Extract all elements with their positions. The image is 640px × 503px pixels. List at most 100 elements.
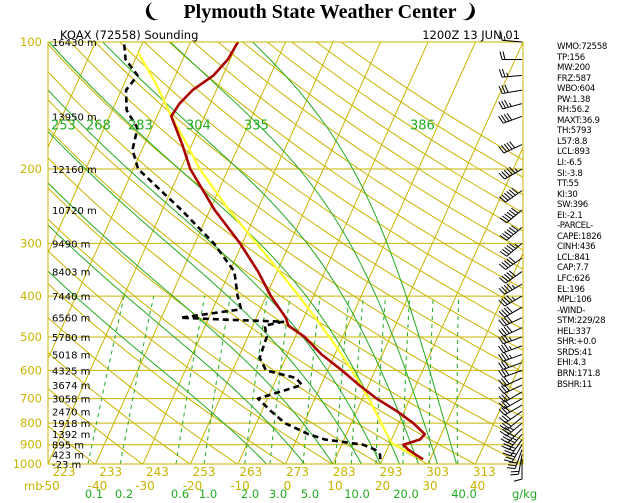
index-item: EHI:4.3 bbox=[557, 358, 586, 369]
index-item: LFC:626 bbox=[557, 274, 590, 285]
pressure-tick-label: 1000 bbox=[13, 457, 42, 471]
wind-barb bbox=[498, 343, 523, 354]
dry-adiabat-line bbox=[48, 351, 191, 464]
height-label: 1392 m bbox=[52, 430, 90, 441]
wind-barb bbox=[498, 391, 523, 403]
station-label: KOAX (72558) Sounding bbox=[60, 28, 198, 42]
pressure-tick-label: 200 bbox=[20, 162, 42, 176]
mixing-ratio-label: 5.0 bbox=[301, 487, 319, 501]
dry-adiabat-line bbox=[217, 42, 523, 251]
pressure-tick-label: 900 bbox=[20, 438, 42, 452]
dry-adiabat-line bbox=[242, 42, 523, 232]
wind-barb bbox=[498, 398, 523, 410]
wind-barb bbox=[499, 242, 523, 257]
pressure-tick-label: 800 bbox=[20, 416, 42, 430]
height-label: 3674 m bbox=[52, 381, 90, 392]
index-item: LCL:893 bbox=[557, 147, 590, 158]
wind-barb bbox=[498, 68, 523, 78]
dry-adiabat-line bbox=[48, 157, 476, 464]
index-item: SRDS:41 bbox=[557, 347, 593, 358]
index-item: L57:8.8 bbox=[557, 136, 588, 147]
axis-labels: KOAX (72558) Sounding 1200Z 13 JUN 01 10… bbox=[13, 28, 537, 501]
wind-barb bbox=[498, 360, 523, 370]
mixing-ratio-line bbox=[456, 296, 460, 464]
wind-barb bbox=[499, 51, 522, 60]
mixing-ratio-line bbox=[175, 296, 206, 464]
temperature-tick-label: -20 bbox=[183, 479, 203, 493]
dry-adiabat-line bbox=[193, 42, 523, 270]
index-item: WMO:72558 bbox=[557, 42, 608, 52]
temperature-tick-label: 40 bbox=[470, 479, 485, 493]
dry-adiabat-line bbox=[168, 42, 523, 290]
dry-adiabat-line bbox=[48, 425, 96, 464]
isotherm-line bbox=[475, 357, 523, 464]
dry-adiabat-line bbox=[143, 42, 523, 310]
mixing-ratio-line bbox=[203, 296, 231, 464]
height-label: 8403 m bbox=[52, 268, 90, 279]
dry-adiabat-line bbox=[48, 127, 523, 464]
mixing-ratio-label: 1.0 bbox=[199, 487, 217, 501]
moist-adiabat-line bbox=[48, 270, 267, 464]
dry-adiabat-line bbox=[70, 42, 523, 373]
mixing-ratio-line bbox=[302, 296, 321, 464]
height-label: 2470 m bbox=[52, 407, 90, 418]
wind-barbs bbox=[498, 32, 523, 482]
dry-adiabat-line bbox=[48, 250, 333, 464]
mixing-ratio-line bbox=[334, 296, 350, 464]
height-label: 5780 m bbox=[52, 333, 90, 344]
plot-frame bbox=[47, 41, 524, 465]
index-item: TH:5793 bbox=[557, 126, 592, 137]
mixing-ratio-line bbox=[244, 296, 268, 464]
theta-label: 273 bbox=[286, 465, 309, 479]
isotherm-line bbox=[48, 42, 191, 360]
height-label: 5018 m bbox=[52, 350, 90, 361]
isotherm-line bbox=[48, 42, 144, 255]
sounding-profiles bbox=[122, 42, 427, 461]
index-item: CAPE:1826 bbox=[557, 231, 602, 242]
mixing-ratio-line bbox=[428, 296, 434, 464]
mixing-ratio-line bbox=[269, 296, 291, 464]
isotherm-line bbox=[48, 42, 239, 464]
moist-adiabat-line bbox=[252, 42, 457, 464]
dewpoint-profile-line bbox=[122, 42, 382, 460]
mixing-ratio-label: 0.1 bbox=[85, 487, 103, 501]
dry-adiabat-line bbox=[48, 70, 523, 418]
height-label: 3058 m bbox=[52, 395, 90, 406]
theta-e-label: 268 bbox=[86, 118, 111, 133]
isotherm-line bbox=[237, 42, 429, 464]
theta-label: 263 bbox=[239, 465, 262, 479]
pressure-tick-label: 700 bbox=[20, 392, 42, 406]
isotherm-line bbox=[142, 42, 334, 464]
isotherm-line bbox=[380, 146, 523, 464]
moist-adiabat-line bbox=[48, 130, 362, 464]
parcel-trace-line bbox=[137, 52, 424, 461]
index-item: LCL:841 bbox=[557, 252, 590, 263]
pressure-tick-label: 400 bbox=[20, 289, 42, 303]
temperature-tick-label: -10 bbox=[230, 479, 250, 493]
time-label: 1200Z 13 JUN 01 bbox=[422, 28, 520, 42]
index-item: TP:156 bbox=[557, 52, 585, 63]
index-item: CINH:436 bbox=[557, 242, 596, 253]
mixing-ratio-unit-label: g/kg bbox=[512, 487, 537, 501]
wind-barb bbox=[499, 225, 523, 241]
temperature-profile-line bbox=[170, 42, 427, 461]
moist-adiabat-line bbox=[48, 224, 305, 464]
theta-e-label: 253 bbox=[51, 118, 76, 133]
temperature-tick-label: -40 bbox=[88, 479, 108, 493]
index-item: KI:30 bbox=[557, 189, 578, 200]
mixing-ratio-line bbox=[350, 296, 364, 464]
pressure-tick-label: 500 bbox=[20, 330, 42, 344]
wind-barb bbox=[498, 377, 523, 387]
index-item: BRN:171.8 bbox=[557, 368, 601, 379]
background-grid bbox=[48, 42, 523, 464]
wind-barb bbox=[498, 334, 523, 345]
temperature-tick-label: 10 bbox=[327, 479, 342, 493]
mixing-ratio-label: 0.2 bbox=[115, 487, 133, 501]
moist-adiabat-line bbox=[102, 42, 419, 464]
index-item: HEL:337 bbox=[557, 326, 591, 337]
index-item: MPL:106 bbox=[557, 295, 592, 306]
moist-adiabat-line bbox=[169, 42, 438, 464]
index-item: MAXT:36.9 bbox=[557, 115, 600, 126]
wind-barb bbox=[498, 306, 523, 318]
theta-label: 223 bbox=[53, 465, 76, 479]
